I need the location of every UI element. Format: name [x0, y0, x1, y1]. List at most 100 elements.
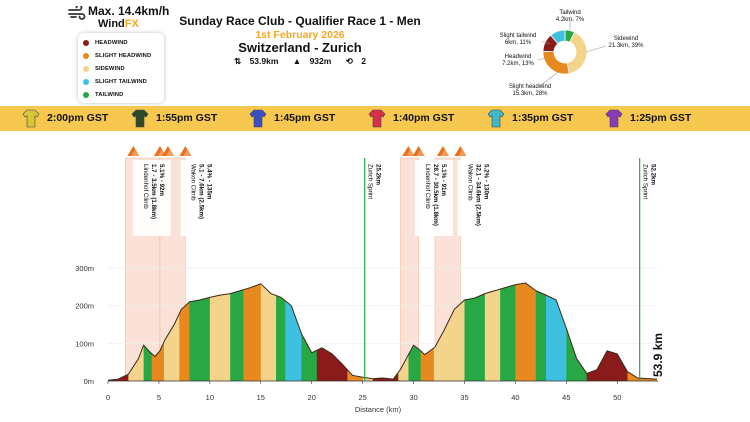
race-header: Sunday Race Club - Qualifier Race 1 - Me… — [175, 14, 425, 67]
climb-label: 5.1% - 91m — [440, 164, 447, 196]
x-tick-label: 50 — [613, 393, 621, 402]
donut-leader-line — [537, 57, 547, 61]
donut-label-name: Sidewind — [613, 36, 639, 42]
climb-label: 5.1% - 92m — [158, 164, 165, 196]
x-tick-label: 45 — [562, 393, 570, 402]
sprint-distance-label: 52.2km — [650, 164, 657, 185]
sprint-distance-label: 25.2km — [375, 164, 382, 185]
donut-svg — [537, 20, 607, 87]
start-time-label: 1:40pm GST — [393, 112, 455, 124]
legend-dot — [83, 78, 89, 85]
climb-icon — [402, 146, 415, 156]
legend-dot — [83, 52, 89, 59]
donut-label-slight-headwind: Slight headwind 15.3km, 28% — [500, 84, 560, 98]
distance-icon: ⇅ — [234, 56, 242, 66]
donut-leader-line — [585, 45, 607, 53]
climb-icon — [454, 146, 467, 156]
legend-label: SLIGHT TAILWIND — [95, 78, 147, 85]
race-date: 1st February 2026 — [255, 29, 345, 41]
y-tick-label: 100m — [75, 339, 94, 348]
race-title: Sunday Race Club - Qualifier Race 1 - Me… — [179, 14, 421, 28]
donut-label-name: Tailwind — [559, 10, 581, 16]
donut-label-headwind: Headwind 7.2km, 13% — [496, 54, 540, 68]
x-tick-label: 0 — [106, 393, 110, 402]
wind-segment — [464, 283, 486, 381]
climb-label: Lindenhof Climb — [424, 164, 431, 209]
wind-segment — [179, 283, 190, 381]
donut-slice — [542, 50, 570, 75]
legend-label: TAILWIND — [95, 91, 124, 98]
climb-label: 1.7 - 3.5km (1.8km) — [150, 164, 157, 219]
donut-leader-line — [539, 71, 559, 87]
legend-label: SLIGHT HEADWIND — [95, 52, 152, 59]
sprint-label: Zurich Sprint — [642, 164, 649, 199]
legend-item-sidewind: SIDEWIND — [83, 62, 159, 75]
climb-label: 5.4% - 135m — [206, 164, 213, 200]
jersey-icon — [605, 109, 623, 128]
distance-stat: ⇅ 53.9km — [231, 56, 281, 66]
x-tick-label: 40 — [511, 393, 519, 402]
laps-icon: ⟲ — [345, 56, 353, 66]
legend-item-headwind: HEADWIND — [83, 36, 159, 49]
start-time-label: 1:35pm GST — [512, 112, 574, 124]
legend-item-slight-headwind: SLIGHT HEADWIND — [83, 49, 159, 62]
x-tick-label: 15 — [257, 393, 265, 402]
x-tick-label: 10 — [206, 393, 214, 402]
donut-slice — [566, 31, 588, 75]
wind-segment — [243, 283, 262, 381]
climb-label: 5.2% - 130m — [483, 164, 490, 200]
laps-value: 2 — [361, 56, 366, 66]
x-tick-label: 20 — [308, 393, 316, 402]
race-location: Switzerland - Zurich — [238, 40, 362, 55]
climb-label: Wakon Climb — [190, 164, 197, 201]
climb-icon — [161, 146, 174, 156]
total-distance-label: 53.9 km — [651, 333, 665, 377]
climb-label-box — [457, 160, 496, 236]
logo-wind-text: Wind — [98, 18, 125, 30]
wind-segment — [515, 283, 537, 381]
donut-label-detail: 21.3km, 39% — [608, 43, 644, 49]
start-time-label: 1:55pm GST — [156, 112, 218, 124]
x-tick-label: 35 — [460, 393, 468, 402]
start-times-band: 2:00pm GST 1:55pm GST 1:45pm GST 1:40pm GST… — [0, 106, 750, 131]
donut-leader-line — [541, 40, 551, 45]
wind-segment — [230, 283, 244, 381]
legend-label: HEADWIND — [95, 39, 128, 46]
wind-segment — [500, 283, 516, 381]
climb-icon — [436, 146, 449, 156]
legend-item-slight-tailwind: SLIGHT TAILWIND — [83, 75, 159, 88]
jersey-icon — [22, 109, 40, 128]
jersey-icon — [249, 109, 267, 128]
donut-label-detail: 7.2km, 13% — [502, 61, 534, 67]
distance-value: 53.9km — [249, 56, 279, 66]
climb-label: 5.1 - 7.6km (2.5km) — [198, 164, 205, 219]
donut-label-name: Headwind — [504, 54, 532, 60]
race-stats: ⇅ 53.9km ▲ 932m ⟲ 2 — [175, 56, 425, 67]
y-tick-label: 0m — [84, 377, 94, 386]
donut-label-detail: 4.2km, 7% — [555, 17, 585, 23]
elevation-stat: ▲ 932m — [290, 56, 335, 66]
donut-label-tailwind: Tailwind 4.2km, 7% — [540, 10, 600, 24]
wind-legend: HEADWIND SLIGHT HEADWIND SIDEWIND SLIGHT… — [78, 33, 164, 103]
elevation-value: 932m — [309, 56, 332, 66]
x-tick-label: 25 — [358, 393, 366, 402]
legend-label: SIDEWIND — [95, 65, 125, 72]
wind-segment — [276, 283, 286, 381]
donut-label-detail: 15.3km, 28% — [512, 91, 548, 97]
climb-label: 28.7 - 30.5km (1.8km) — [432, 164, 439, 226]
y-tick-label: 300m — [75, 264, 94, 273]
sprint-label: Zurich Sprint — [367, 164, 374, 199]
wind-segment — [189, 283, 211, 381]
climb-label-box — [180, 160, 219, 236]
mountain-icon: ▲ — [292, 56, 302, 66]
donut-label-detail: 6km, 11% — [504, 40, 532, 46]
start-time-label: 1:25pm GST — [630, 112, 692, 124]
start-time-label: 2:00pm GST — [47, 112, 109, 124]
climb-label-box — [414, 160, 453, 236]
wind-segment — [260, 283, 277, 381]
max-wind-speed: Max. 14.4km/h — [88, 4, 170, 18]
x-tick-label: 5 — [157, 393, 161, 402]
donut-label-name: Slight headwind — [508, 84, 552, 90]
jersey-icon — [368, 109, 386, 128]
donut-label-name: Slight tailwind — [499, 33, 537, 39]
